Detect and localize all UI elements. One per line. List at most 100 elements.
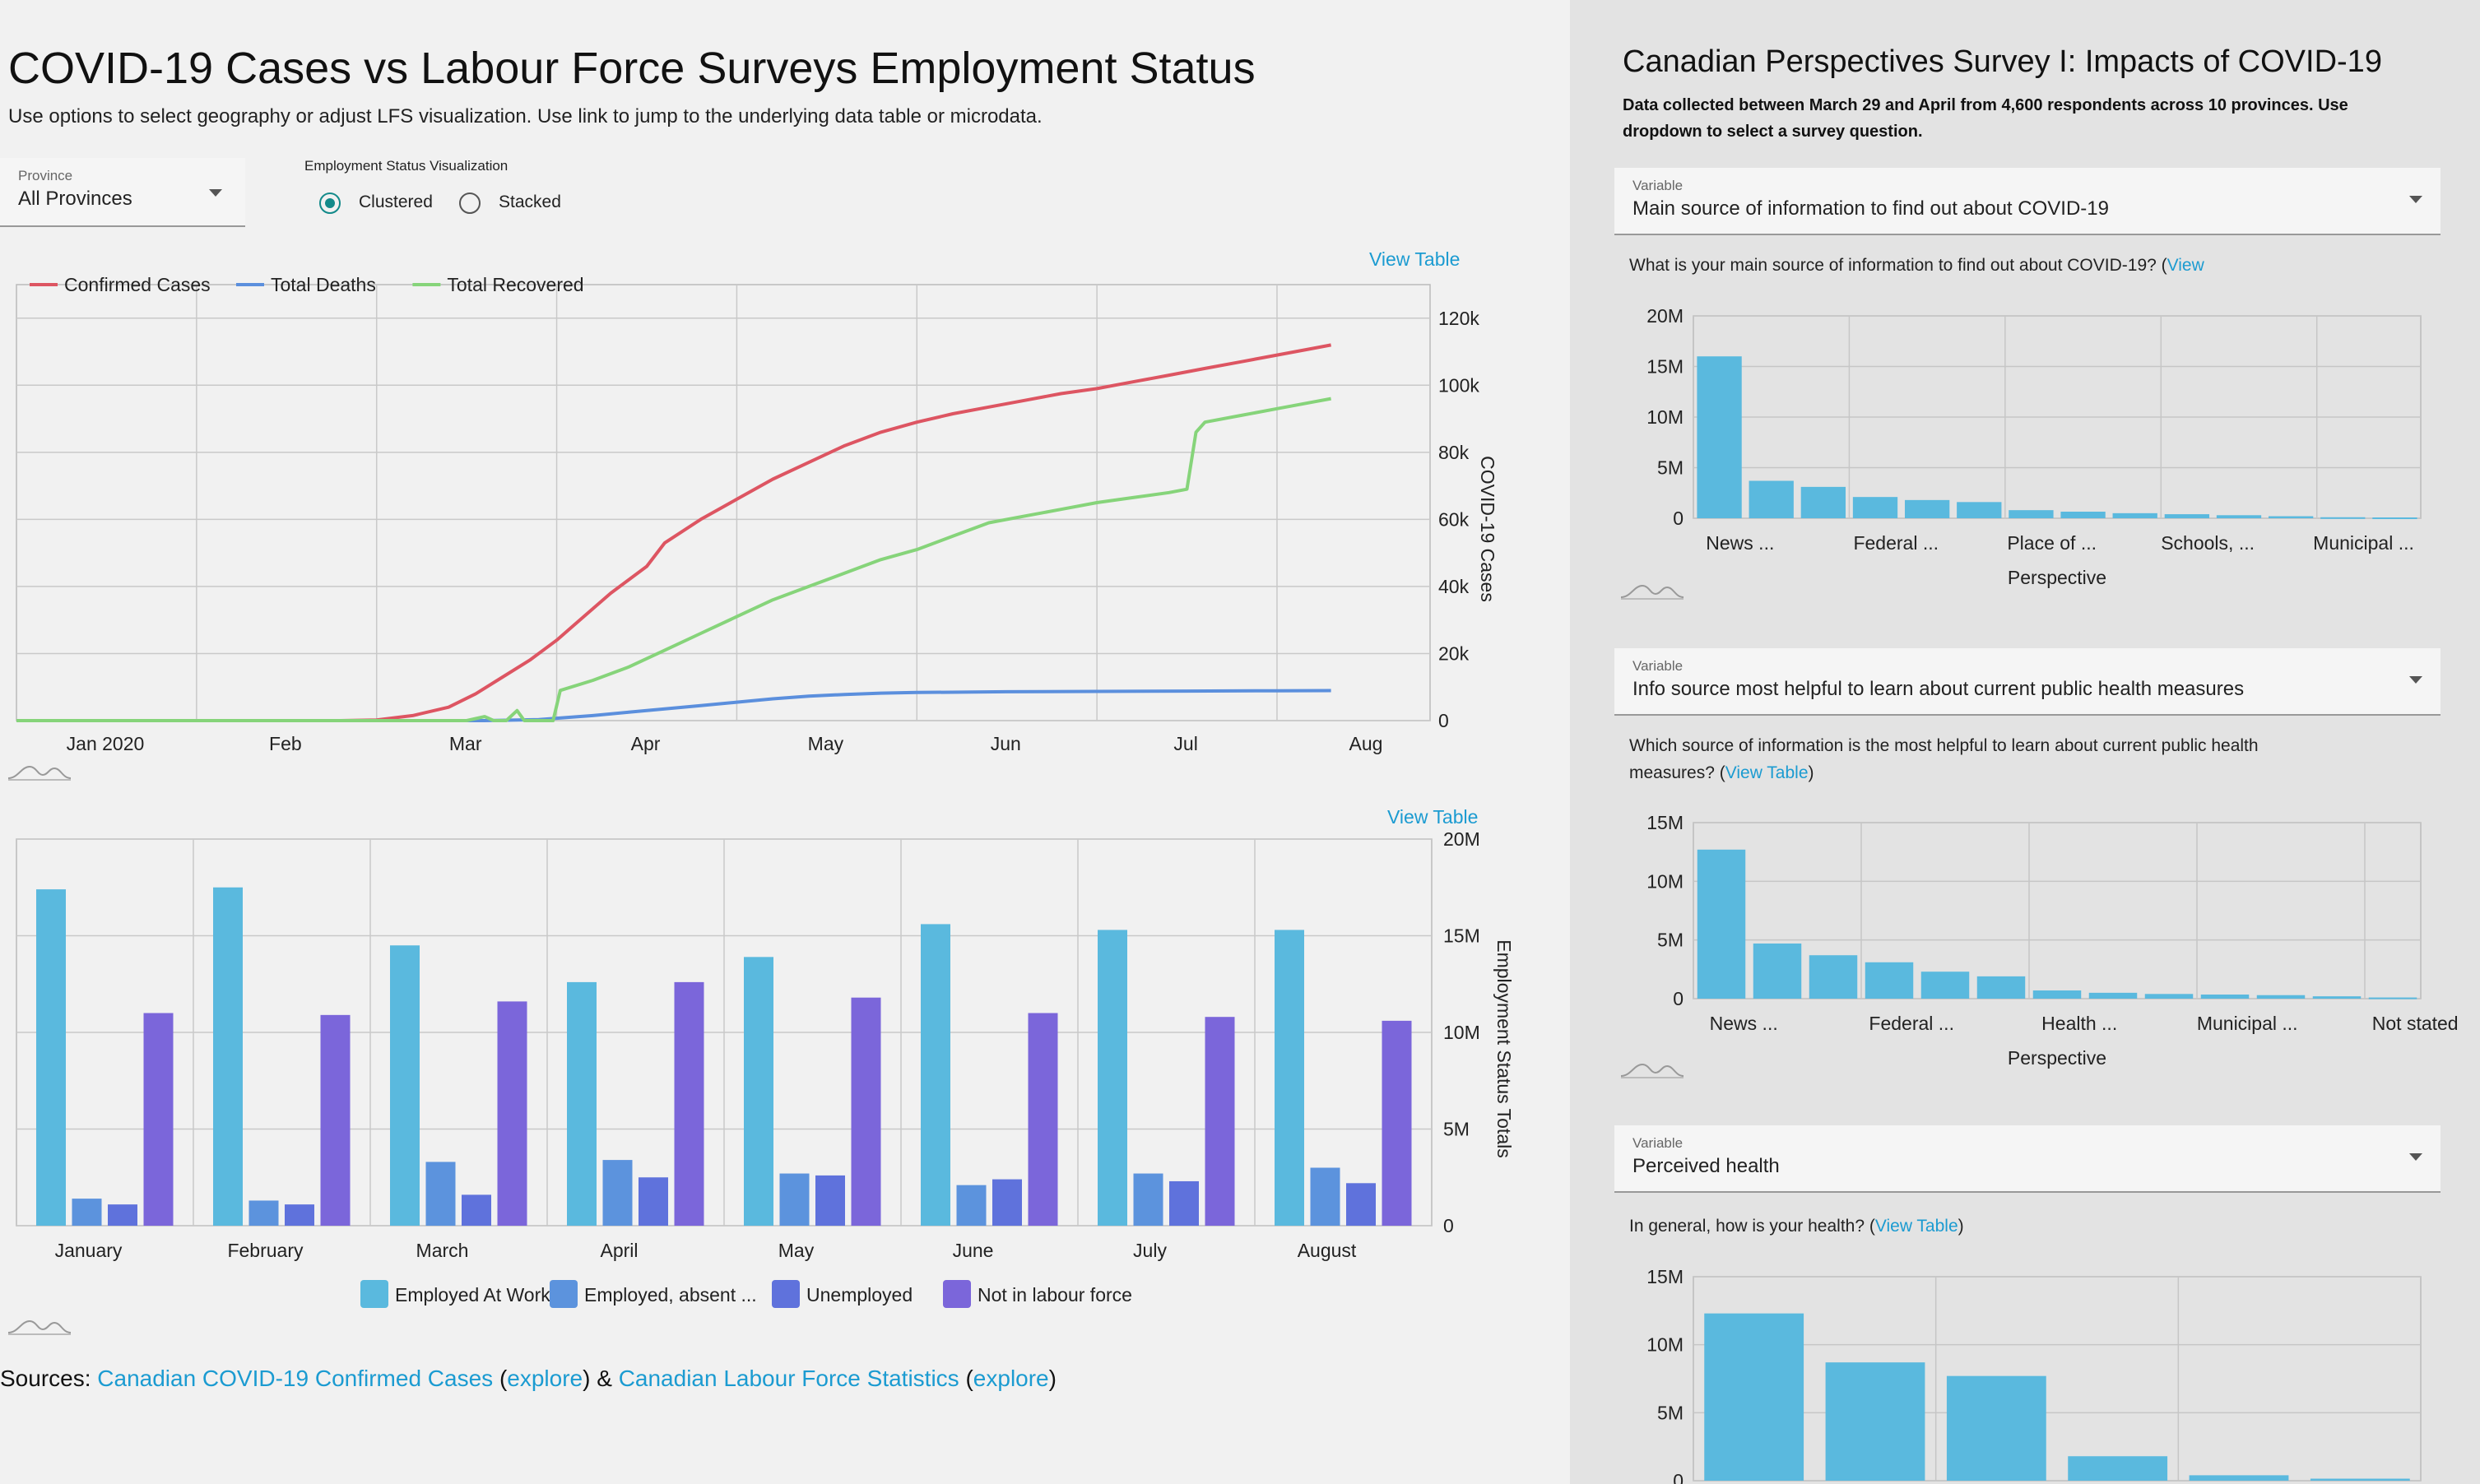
line-chart-view-table-link[interactable]: View Table [1369,248,1461,270]
bar-unemployed-april [639,1177,668,1226]
bar-employed_at_work-february [213,887,243,1226]
survey-bar [1697,849,1746,999]
page-title: COVID-19 Cases vs Labour Force Surveys E… [8,44,1256,93]
survey-bar [1852,497,1898,518]
x-tick-label: Aug [1349,733,1383,754]
variable-select-2[interactable]: Variable Info source most helpful to lea… [1614,648,2441,716]
y-tick-label: 10M [1646,1334,1684,1356]
x-tick-label: Federal ... [1853,532,1939,554]
radio-clustered[interactable] [319,192,341,214]
province-select[interactable]: Province All Provinces [0,158,245,227]
survey-bar [2372,517,2417,520]
bar-employed_absent-february [248,1200,279,1226]
right-panel: Canadian Perspectives Survey I: Impacts … [1570,0,2480,1484]
x-tick-label: May [778,1240,815,1261]
x-tick-label: August [1298,1240,1357,1261]
sources-link-lfs[interactable]: Canadian Labour Force Statistics [618,1366,959,1391]
chevron-down-icon [2409,1153,2422,1161]
radio-stacked-label[interactable]: Stacked [499,192,561,211]
zoom-reset-icon-3[interactable] [1619,582,1685,602]
survey-bar [2060,512,2106,518]
x-tick-label: April [600,1240,638,1261]
x-tick-label: Mar [449,733,482,754]
series-line-recovered [16,397,1331,722]
y-tick-label: 15M [1646,356,1684,378]
y-tick-label: 120k [1438,308,1479,329]
y-tick-label: 0 [1438,710,1449,731]
survey-question-2-text: Which source of information is the most … [1629,736,2259,782]
sources-link-cases[interactable]: Canadian COVID-19 Confirmed Cases [97,1366,494,1391]
chevron-down-icon [2409,196,2422,203]
legend-label-not_in_lf: Not in labour force [978,1284,1132,1305]
bar-unemployed-january [108,1204,137,1226]
variable-select-1[interactable]: Variable Main source of information to f… [1614,168,2441,235]
x-tick-label: Health ... [2041,1013,2117,1034]
bar-unemployed-august [1346,1183,1376,1226]
y-tick-label: 60k [1438,508,1470,530]
legend-label-deaths: Total Deaths [271,274,376,295]
survey-bar [2088,992,2138,999]
view-table-link-3[interactable]: View Table [1874,1217,1958,1236]
x-tick-label: June [953,1240,994,1261]
x-axis-label: Perspective [2008,567,2106,588]
y-tick-label: 20M [1443,828,1480,850]
bar-employed_absent-april [602,1160,633,1226]
survey-bar [1946,1375,2046,1481]
bar-employed_absent-june [956,1185,987,1226]
legend-swatch-employed_at_work [360,1280,388,1308]
x-tick-label: Place of ... [2007,532,2097,554]
bar-not_in_lf-july [1205,1017,1235,1226]
survey-bar [1809,955,1858,999]
bar-employed_absent-march [425,1162,456,1226]
x-tick-label: May [808,733,844,754]
x-tick-label: Not stated [2372,1013,2459,1034]
legend-swatch-employed_absent [550,1280,578,1308]
bar-employed_at_work-august [1275,930,1304,1226]
survey-question-1-text: What is your main source of information … [1629,256,2167,275]
sources-explore-lfs[interactable]: explore [973,1366,1049,1391]
survey-bar [2368,997,2417,999]
survey-bar [1749,480,1794,518]
sources-line: Sources: Canadian COVID-19 Confirmed Cas… [0,1366,1057,1392]
view-link-1[interactable]: View [2167,256,2204,275]
sources-explore-cases[interactable]: explore [507,1366,583,1391]
page-subtitle: Use options to select geography or adjus… [8,105,1043,128]
bar-employed_at_work-may [744,957,773,1226]
variable-select-3[interactable]: Variable Perceived health [1614,1125,2441,1193]
radio-clustered-label[interactable]: Clustered [359,192,433,211]
y-tick-label: 10M [1646,870,1684,892]
view-table-link-2[interactable]: View Table [1725,763,1809,782]
legend-label-unemployed: Unemployed [806,1284,913,1305]
x-tick-label: Municipal ... [2197,1013,2298,1034]
survey-title: Canadian Perspectives Survey I: Impacts … [1623,44,2382,79]
variable-value-2: Info source most helpful to learn about … [1632,678,2245,700]
zoom-reset-icon-4[interactable] [1619,1061,1685,1081]
zoom-reset-icon[interactable] [7,763,72,783]
legend-swatch-unemployed [772,1280,800,1308]
survey-bar [2256,995,2306,999]
survey-bar [2112,512,2157,518]
covid-cases-line-chart: 0 20k 40k 60k 80k 100k 120k Jan 2020 Feb Mar Apr Ma… [16,274,1498,754]
survey-bar [1704,1313,1804,1481]
survey-chart-3: 0 5M 10M 15M [1646,1266,2422,1484]
left-panel: COVID-19 Cases vs Labour Force Surveys E… [0,44,1515,1392]
radio-stacked[interactable] [459,192,481,214]
y-tick-label: 5M [1657,930,1684,951]
bar-chart-view-table-link[interactable]: View Table [1387,806,1479,828]
survey-bar [1976,976,2026,999]
survey-question-1: What is your main source of information … [1629,252,2337,279]
zoom-reset-icon-2[interactable] [7,1318,72,1338]
survey-bar [1800,486,1846,518]
x-tick-label: Schools, ... [2161,532,2255,554]
survey-bar [2312,996,2362,999]
y-tick-label: 40k [1438,576,1470,597]
bar-employed_absent-may [779,1173,810,1226]
y-tick-label: 15M [1646,1266,1684,1287]
bar-unemployed-february [285,1204,314,1226]
survey-bar [2189,1475,2289,1481]
survey-bar [1697,356,1742,518]
employment-status-bar-chart: 0 5M 10M 15M 20M January February March April May… [16,828,1515,1308]
y-tick-label: 15M [1646,812,1684,833]
y-tick-label: 10M [1443,1022,1480,1043]
bar-employed_at_work-april [567,981,597,1226]
